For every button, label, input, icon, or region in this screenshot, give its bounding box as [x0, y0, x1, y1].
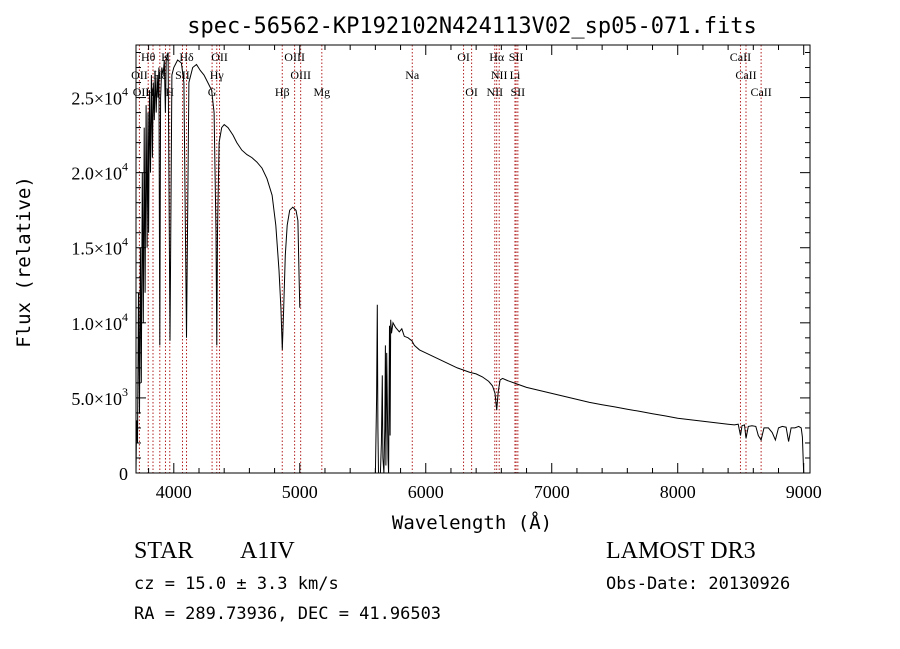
line-annotation: CaII — [730, 50, 751, 64]
line-annotation: H — [165, 85, 174, 99]
line-annotation: Na — [405, 68, 420, 82]
line-annotation: CaII — [735, 68, 756, 82]
line-annotation: OII — [131, 68, 148, 82]
y-tick-label: 2.5×104 — [71, 85, 128, 109]
line-annotation: Hα — [489, 50, 505, 64]
line-annotation: SII — [509, 50, 524, 64]
x-tick-label: 4000 — [156, 482, 192, 502]
x-tick-label: 5000 — [282, 482, 318, 502]
y-tick-exponent: 4 — [122, 160, 128, 174]
x-tick-label: 7000 — [534, 482, 570, 502]
y-tick-mantissa: 5.0×10 — [71, 389, 122, 409]
y-tick-label: 1.0×104 — [71, 310, 128, 334]
y-tick-mantissa: 2.5×10 — [71, 89, 122, 109]
line-annotation: OIII — [290, 68, 311, 82]
y-tick-mantissa: 1.0×10 — [71, 314, 122, 334]
line-annotation: SII — [511, 85, 526, 99]
line-annotation: Hγ — [210, 68, 225, 82]
line-annotation: Hθ — [141, 50, 156, 64]
line-annotation: OII — [211, 50, 228, 64]
line-annotation: OIII — [284, 50, 305, 64]
y-tick-label: 1.5×104 — [71, 235, 128, 259]
redshift-value: cz = 15.0 ± 3.3 km/s — [134, 574, 339, 594]
series-line-1 — [374, 304, 805, 474]
plot-frame — [135, 44, 811, 474]
y-tick-exponent: 4 — [122, 235, 128, 249]
x-axis-label: Wavelength (Å) — [392, 511, 552, 534]
marker-lines — [138, 45, 762, 473]
coordinates: RA = 289.73936, DEC = 41.96503 — [134, 604, 442, 624]
line-annotation: OI — [465, 85, 478, 99]
line-annotation: NII — [486, 85, 503, 99]
y-tick-label: 0 — [119, 464, 128, 484]
line-annotation: Mg — [313, 85, 330, 99]
line-annotation: OI — [457, 50, 470, 64]
y-tick-label: 2.0×104 — [71, 160, 128, 184]
x-tick-label: 9000 — [786, 482, 822, 502]
y-tick-exponent: 3 — [122, 385, 128, 399]
series-line-0 — [135, 52, 301, 474]
data-series — [135, 52, 805, 474]
x-axis: 4000 5000 6000 7000 8000 9000 — [148, 45, 822, 502]
survey-label: LAMOST DR3 — [606, 538, 756, 564]
chart-title: spec-56562-KP192102N424113V02_sp05-071.f… — [187, 14, 757, 39]
y-tick-mantissa: 2.0×10 — [71, 164, 122, 184]
y-tick-mantissa: 0 — [119, 464, 128, 484]
line-annotation: OII — [133, 85, 150, 99]
x-tick-label: 6000 — [408, 482, 444, 502]
line-annotation: NII — [491, 68, 508, 82]
x-tick-label: 8000 — [660, 482, 696, 502]
y-tick-exponent: 4 — [122, 85, 128, 99]
y-tick-label: 5.0×103 — [71, 385, 128, 409]
line-annotation: Hβ — [275, 85, 290, 99]
y-tick-exponent: 4 — [122, 310, 128, 324]
y-tick-mantissa: 1.5×10 — [71, 239, 122, 259]
line-annotation: Hδ — [179, 50, 194, 64]
line-annotation: Li — [510, 68, 521, 82]
y-axis-label: Flux (relative) — [13, 176, 35, 348]
object-subclass: A1IV — [240, 538, 295, 564]
line-annotation: K — [161, 50, 170, 64]
object-class: STAR — [134, 538, 194, 564]
line-annotation: CaII — [750, 85, 771, 99]
obs-date: Obs-Date: 20130926 — [606, 574, 791, 594]
